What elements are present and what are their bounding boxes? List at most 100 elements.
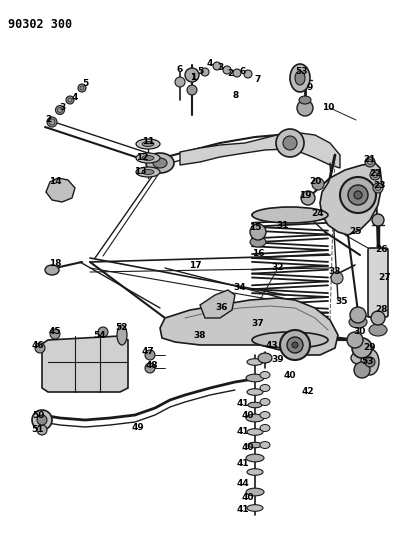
Text: 48: 48	[146, 360, 158, 369]
Text: 26: 26	[376, 246, 388, 254]
Ellipse shape	[153, 158, 167, 168]
Circle shape	[37, 425, 47, 435]
Ellipse shape	[136, 153, 160, 163]
Text: 30: 30	[354, 327, 366, 336]
Text: 5: 5	[82, 79, 88, 88]
Circle shape	[244, 70, 252, 78]
Ellipse shape	[247, 359, 263, 365]
Ellipse shape	[369, 324, 387, 336]
Ellipse shape	[247, 389, 263, 395]
Ellipse shape	[248, 442, 262, 448]
Ellipse shape	[142, 156, 154, 160]
Circle shape	[365, 157, 375, 167]
Ellipse shape	[45, 265, 59, 275]
Circle shape	[372, 214, 384, 226]
Circle shape	[47, 117, 57, 127]
Text: 6: 6	[177, 66, 183, 75]
Polygon shape	[180, 133, 340, 168]
Circle shape	[201, 68, 209, 76]
Text: 33: 33	[329, 268, 341, 277]
Text: 40: 40	[242, 443, 254, 453]
Ellipse shape	[247, 429, 263, 435]
Text: 13: 13	[134, 167, 146, 176]
Circle shape	[365, 357, 375, 367]
Ellipse shape	[295, 71, 305, 85]
Text: 17: 17	[189, 261, 201, 270]
Polygon shape	[42, 336, 128, 392]
Ellipse shape	[136, 167, 160, 177]
Circle shape	[312, 178, 324, 190]
Text: 18: 18	[49, 259, 61, 268]
Circle shape	[55, 106, 65, 115]
Ellipse shape	[252, 207, 328, 223]
Circle shape	[354, 362, 370, 378]
Text: 40: 40	[242, 410, 254, 419]
Circle shape	[187, 85, 197, 95]
Text: 47: 47	[142, 348, 154, 357]
Text: 2: 2	[45, 116, 51, 125]
Text: 16: 16	[252, 248, 264, 257]
Ellipse shape	[117, 325, 127, 345]
Circle shape	[370, 170, 380, 180]
Text: 22: 22	[370, 168, 382, 177]
Circle shape	[292, 342, 298, 348]
Circle shape	[37, 415, 47, 425]
Text: 32: 32	[272, 263, 284, 272]
Ellipse shape	[260, 441, 270, 448]
Ellipse shape	[247, 469, 263, 475]
Circle shape	[145, 363, 155, 373]
Polygon shape	[200, 290, 235, 318]
Text: 4: 4	[72, 93, 78, 101]
Text: 35: 35	[336, 297, 348, 306]
Text: 36: 36	[216, 303, 228, 312]
Circle shape	[98, 327, 108, 337]
Circle shape	[145, 350, 155, 360]
Polygon shape	[320, 163, 382, 235]
Circle shape	[347, 332, 363, 348]
Text: 11: 11	[142, 138, 154, 147]
Text: 12: 12	[136, 154, 148, 163]
Text: 49: 49	[132, 424, 144, 432]
Circle shape	[185, 68, 199, 82]
Circle shape	[371, 311, 385, 325]
Ellipse shape	[260, 399, 270, 406]
Text: 53: 53	[362, 358, 374, 367]
Text: 41: 41	[237, 399, 249, 408]
Text: 14: 14	[49, 177, 61, 187]
Ellipse shape	[142, 169, 154, 174]
Text: 52: 52	[116, 324, 128, 333]
Text: 90302 300: 90302 300	[8, 18, 72, 31]
Ellipse shape	[248, 402, 262, 408]
Circle shape	[297, 100, 313, 116]
Text: 41: 41	[237, 427, 249, 437]
Ellipse shape	[146, 153, 174, 173]
Circle shape	[352, 338, 372, 358]
Text: 40: 40	[284, 372, 296, 381]
Circle shape	[250, 224, 266, 240]
Text: 44: 44	[237, 479, 249, 488]
Circle shape	[66, 96, 74, 104]
Text: 24: 24	[312, 208, 324, 217]
Circle shape	[35, 343, 45, 353]
Circle shape	[32, 410, 52, 430]
Ellipse shape	[246, 488, 264, 496]
Text: 7: 7	[255, 75, 261, 84]
Circle shape	[331, 272, 343, 284]
Circle shape	[233, 69, 241, 77]
Ellipse shape	[247, 505, 263, 511]
Text: 54: 54	[94, 330, 106, 340]
Text: 21: 21	[364, 156, 376, 165]
Text: 4: 4	[207, 59, 213, 68]
Text: 10: 10	[322, 103, 334, 112]
Text: 43: 43	[266, 341, 279, 350]
Circle shape	[276, 129, 304, 157]
Ellipse shape	[299, 96, 311, 104]
Text: 28: 28	[376, 305, 388, 314]
Text: 8: 8	[233, 91, 239, 100]
Circle shape	[373, 183, 383, 193]
Text: 3: 3	[217, 63, 223, 72]
Circle shape	[301, 191, 315, 205]
Text: 41: 41	[237, 505, 249, 514]
Circle shape	[175, 77, 185, 87]
Text: 34: 34	[234, 284, 246, 293]
